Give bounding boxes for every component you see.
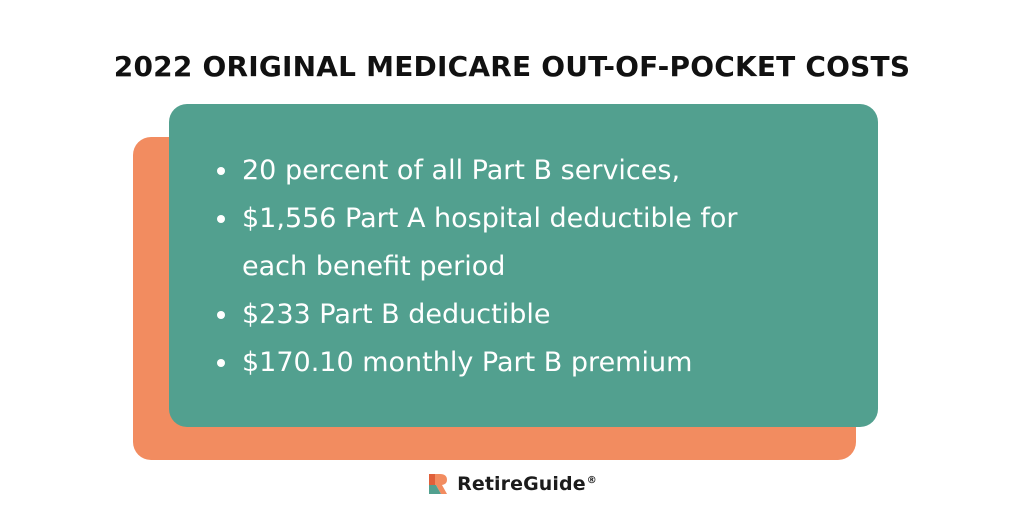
list-item-text: 20 percent of all Part B services, xyxy=(242,155,681,186)
list-item-text: $233 Part B deductible xyxy=(242,299,551,330)
list-item: $170.10 monthly Part B premium xyxy=(217,339,802,387)
brand-name: RetireGuide xyxy=(457,473,586,495)
list-item: $1,556 Part A hospital deductible for ea… xyxy=(217,195,802,291)
list-item: 20 percent of all Part B services, xyxy=(217,147,802,195)
bullet-icon xyxy=(217,167,225,175)
page-title: 2022 ORIGINAL MEDICARE OUT-OF-POCKET COS… xyxy=(113,50,911,83)
bullet-icon xyxy=(217,359,225,367)
list-item-text: $170.10 monthly Part B premium xyxy=(242,347,693,378)
bullet-icon xyxy=(217,311,225,319)
costs-list: 20 percent of all Part B services, $1,55… xyxy=(217,147,802,387)
costs-card: 20 percent of all Part B services, $1,55… xyxy=(169,104,878,427)
retireguide-logo-icon xyxy=(429,474,448,494)
registered-mark: ® xyxy=(586,474,597,486)
list-item-text: $1,556 Part A hospital deductible for ea… xyxy=(242,203,738,282)
brand-logo: RetireGuide® xyxy=(0,472,1024,496)
list-item: $233 Part B deductible xyxy=(217,291,802,339)
bullet-icon xyxy=(217,215,225,223)
